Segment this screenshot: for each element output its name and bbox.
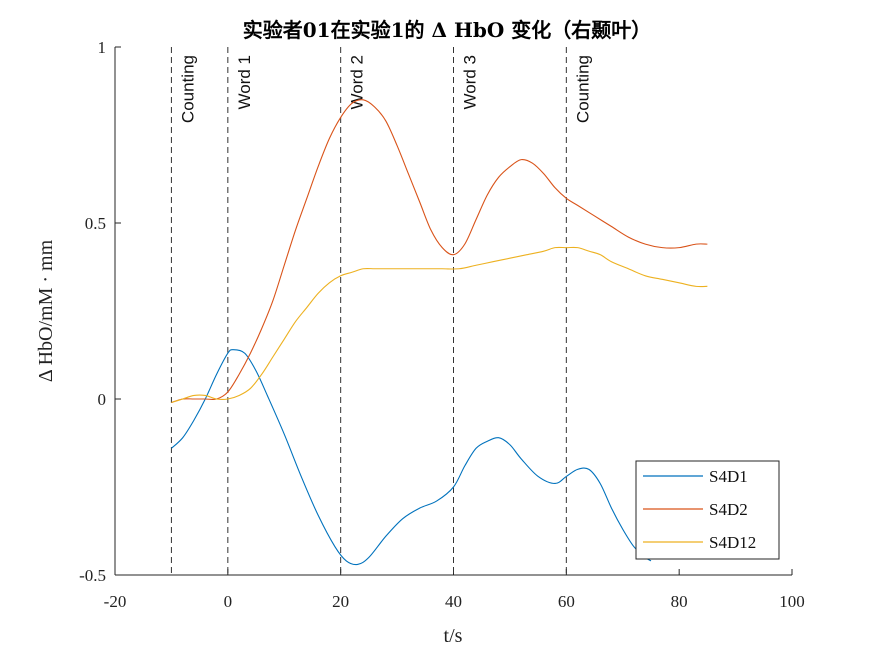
- chart-title: 实验者01在实验1的 Δ HbO 变化（右颞叶）: [243, 18, 651, 42]
- x-tick-label: 20: [332, 592, 349, 611]
- event-marker-label: Counting: [178, 55, 197, 123]
- series-line-s4d1: [171, 349, 652, 566]
- event-marker-label: Word 2: [348, 55, 367, 110]
- y-tick-label: 0: [98, 390, 107, 409]
- x-ticks: -20 0 20 40 60 80 100: [104, 569, 805, 611]
- x-axis-label: t/s: [444, 625, 463, 647]
- y-tick-label: 1: [98, 38, 107, 57]
- plot-area: -20 0 20 40 60 80 100 -0.5 0 0.5 1 Counting Word 1…: [79, 38, 805, 611]
- event-markers: Counting Word 1 Word 2 Word 3 Counting: [170, 47, 592, 575]
- y-tick-label: 0.5: [85, 214, 106, 233]
- x-tick-label: -20: [104, 592, 127, 611]
- event-marker-label: Counting: [573, 55, 592, 123]
- event-marker-label: Word 3: [461, 55, 480, 110]
- legend-label: S4D12: [709, 533, 756, 552]
- x-tick-label: 60: [558, 592, 575, 611]
- legend-box: [635, 460, 780, 560]
- x-tick-label: 100: [779, 592, 805, 611]
- x-tick-label: 40: [445, 592, 462, 611]
- y-axis-label: Δ HbO/mM · mm: [35, 239, 57, 382]
- legend-label: S4D2: [709, 500, 748, 519]
- series-line-s4d12: [171, 246, 708, 404]
- event-marker-label: Word 1: [235, 55, 254, 110]
- series-lines: [171, 99, 708, 566]
- y-tick-label: -0.5: [79, 566, 106, 585]
- legend-label: S4D1: [709, 467, 748, 486]
- y-ticks: -0.5 0 0.5 1: [79, 38, 121, 585]
- legend: S4D1 S4D2 S4D12: [635, 460, 780, 560]
- series-line-s4d2: [171, 99, 708, 404]
- x-tick-label: 80: [671, 592, 688, 611]
- x-tick-label: 0: [224, 592, 233, 611]
